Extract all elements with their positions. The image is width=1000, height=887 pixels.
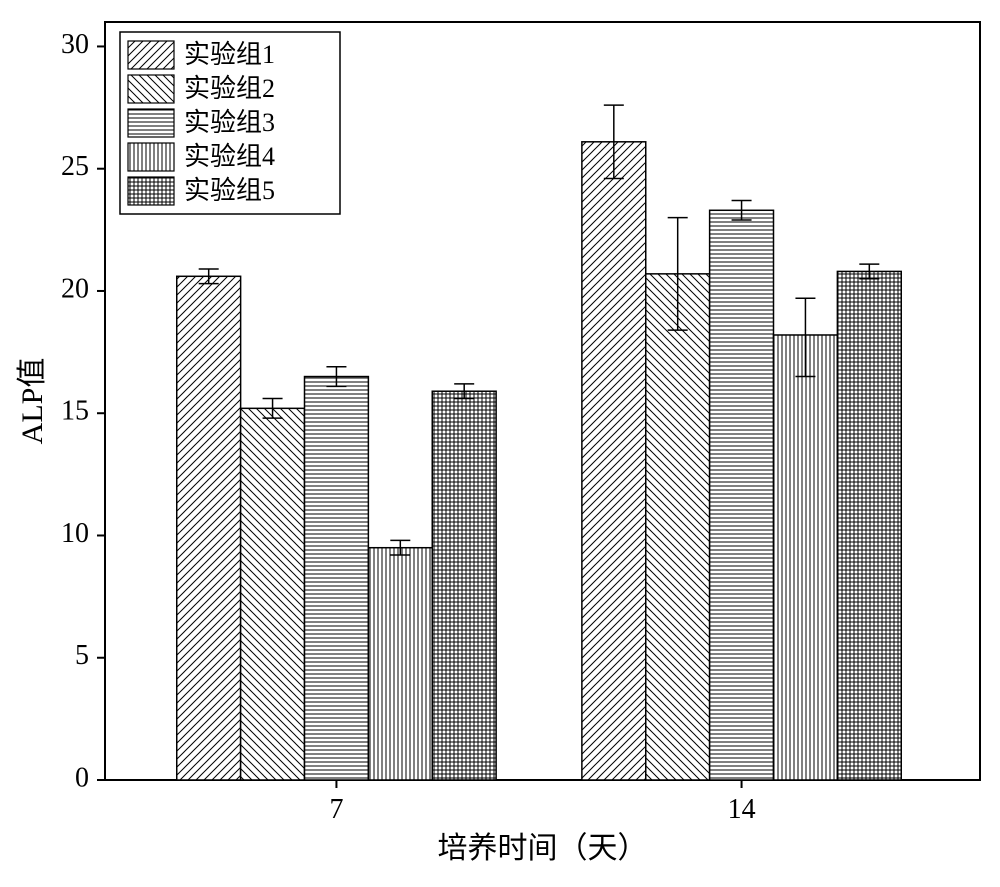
bar-g0-s2 [305,377,369,780]
bar-g1-s1 [646,274,710,780]
legend-label-3: 实验组4 [184,142,275,171]
legend: 实验组1 实验组2 实验组3 实验组4 实验组5 [120,32,340,214]
legend-label-0: 实验组1 [184,40,275,69]
y-tick-label: 10 [61,518,89,549]
x-tick-label: 7 [329,794,343,825]
legend-label-2: 实验组3 [184,108,275,137]
y-tick-label: 0 [75,762,89,793]
y-tick-label: 20 [61,273,89,304]
bar-g0-s1 [241,408,305,780]
bar-g0-s4 [432,391,496,780]
bar-g1-s0 [582,142,646,780]
y-tick-label: 5 [75,640,89,671]
bar-g0-s0 [177,276,241,780]
y-tick-label: 30 [61,29,89,60]
bar-g1-s3 [774,335,838,780]
bar-g0-s3 [368,548,432,780]
bar-g1-s2 [710,210,774,780]
y-axis-label: ALP值 [16,358,49,445]
x-axis-label: 培养时间（天） [438,832,648,865]
alp-bar-chart: 051015202530ALP值714培养时间（天）实验组1实验组2实验组3实验… [0,0,1000,887]
legend-label-4: 实验组5 [184,176,275,205]
y-tick-label: 15 [61,396,89,427]
bar-g1-s4 [837,271,901,780]
legend-label-1: 实验组2 [184,74,275,103]
x-tick-label: 14 [728,794,756,825]
y-tick-label: 25 [61,151,89,182]
